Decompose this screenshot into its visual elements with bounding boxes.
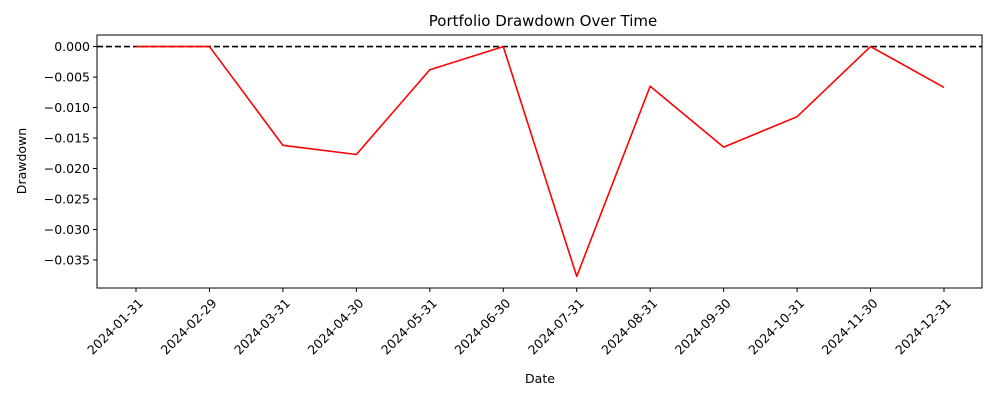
plot-area: 0.000 −0.005 −0.010 −0.015 −0.020 −0.025 −0.03… [44, 34, 983, 358]
drawdown-series-line [136, 45, 945, 278]
y-tick-label: −0.015 [44, 131, 90, 146]
y-tick-label: −0.030 [44, 222, 90, 237]
y-tick-label: −0.020 [44, 161, 90, 176]
x-tick-label: 2024-12-31 [892, 296, 954, 358]
y-axis-label: Drawdown [14, 128, 29, 194]
x-tick-label: 2024-08-31 [598, 296, 660, 358]
y-tick-label: −0.005 [44, 70, 90, 85]
y-tick-label: −0.025 [44, 191, 90, 206]
plot-frame [96, 34, 983, 289]
y-tick-label: −0.010 [44, 100, 90, 115]
x-tick-label: 2024-03-31 [231, 296, 293, 358]
chart-title: Portfolio Drawdown Over Time [429, 12, 657, 30]
x-tick-label: 2024-04-30 [305, 295, 367, 357]
x-axis-label: Date [525, 371, 555, 386]
x-tick-label: 2024-07-31 [525, 296, 587, 358]
x-tick-label: 2024-10-31 [745, 296, 807, 358]
x-tick-label: 2024-05-31 [378, 296, 440, 358]
x-tick-label: 2024-01-31 [84, 296, 146, 358]
y-tick-label: 0.000 [54, 39, 90, 54]
x-tick-label: 2024-11-30 [819, 295, 881, 357]
x-tick-label: 2024-09-30 [672, 295, 734, 357]
y-tick-label: −0.035 [44, 252, 90, 267]
x-tick-label: 2024-02-29 [158, 295, 220, 357]
x-tick-label: 2024-06-30 [451, 295, 513, 357]
